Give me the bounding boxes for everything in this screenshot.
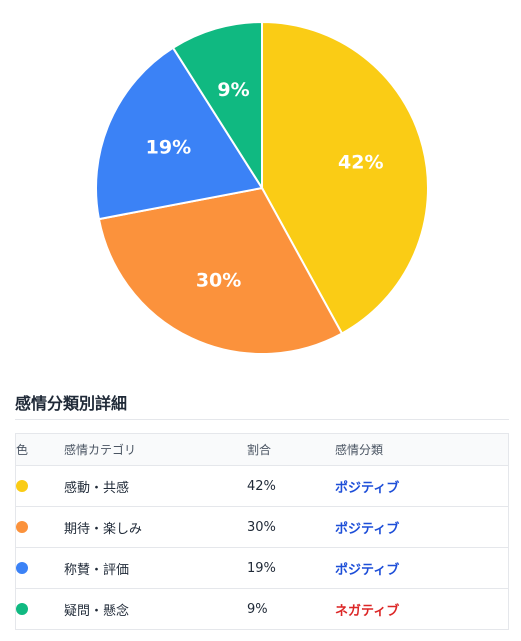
header-ratio: 割合 [247,433,335,466]
sentiment-cell: ポジティブ [335,547,509,589]
pie-slice [94,46,264,221]
header-color: 色 [15,433,64,466]
color-dot [16,521,28,533]
header-category: 感情カテゴリ [64,433,247,466]
pie-chart: 42% 30% 19% 9% [94,20,429,356]
color-dot [16,603,28,615]
pie-labels: 42% 30% 19% 9% [146,79,384,291]
category-cell: 称賛・評価 [64,547,247,589]
section-divider [15,419,509,420]
sentiment-cell: ネガティブ [335,588,509,630]
sentiment-cell: ポジティブ [335,465,509,507]
header-sentiment: 感情分類 [335,433,509,466]
section-title: 感情分類別詳細 [15,394,128,413]
sentiment-cell: ポジティブ [335,506,509,548]
color-dot [16,562,28,574]
pie-slice-label: 9% [217,79,249,101]
table-row: 疑問・懸念 9% ネガティブ [15,588,509,630]
table-row: 感動・共感 42% ポジティブ [15,465,509,507]
pie-slice-label: 42% [338,152,383,174]
pie-slice-label: 30% [196,269,241,291]
ratio-cell: 19% [247,547,335,589]
table-header-row: 色 感情カテゴリ 割合 感情分類 [15,433,509,466]
category-cell: 期待・楽しみ [64,506,247,548]
pie-slices [94,20,429,356]
category-cell: 感動・共感 [64,465,247,507]
category-cell: 疑問・懸念 [64,588,247,630]
pie-slice [171,20,263,192]
pie-slice [97,186,344,356]
pie-slice [261,20,429,335]
table-row: 期待・楽しみ 30% ポジティブ [15,506,509,548]
table-row: 称賛・評価 19% ポジティブ [15,547,509,589]
ratio-cell: 30% [247,506,335,548]
ratio-cell: 9% [247,588,335,630]
pie-slice-label: 19% [146,136,191,158]
color-dot [16,480,28,492]
ratio-cell: 42% [247,465,335,507]
emotion-detail-table: 色 感情カテゴリ 割合 感情分類 感動・共感 42% ポジティブ 期待・楽しみ … [15,433,509,630]
